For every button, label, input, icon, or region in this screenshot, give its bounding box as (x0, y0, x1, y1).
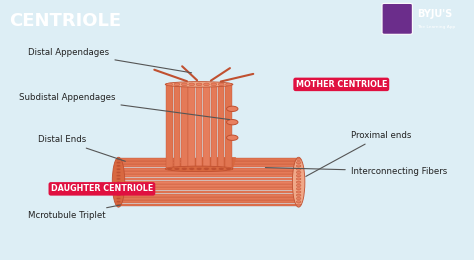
Text: Subdistal Appendages: Subdistal Appendages (19, 93, 229, 120)
Polygon shape (181, 84, 188, 169)
Polygon shape (218, 84, 225, 169)
Circle shape (296, 165, 301, 167)
Circle shape (296, 184, 301, 187)
Circle shape (227, 120, 238, 125)
Text: BYJU'S: BYJU'S (417, 9, 452, 19)
Circle shape (296, 168, 301, 170)
Text: Proximal ends: Proximal ends (306, 131, 411, 177)
Circle shape (116, 204, 121, 206)
Polygon shape (118, 178, 299, 180)
FancyBboxPatch shape (382, 3, 412, 34)
Polygon shape (118, 200, 299, 203)
Polygon shape (210, 84, 217, 169)
Circle shape (116, 158, 121, 160)
Circle shape (196, 167, 202, 170)
Text: Mcrotubule Triplet: Mcrotubule Triplet (28, 205, 120, 220)
Polygon shape (166, 84, 173, 169)
Ellipse shape (165, 82, 233, 87)
Text: Distal Appendages: Distal Appendages (28, 48, 191, 73)
Polygon shape (118, 194, 299, 197)
Ellipse shape (112, 157, 125, 207)
Circle shape (116, 201, 121, 203)
Circle shape (189, 83, 195, 86)
Circle shape (182, 83, 187, 86)
Circle shape (116, 161, 121, 164)
Circle shape (189, 167, 195, 170)
Text: The Learning App: The Learning App (417, 25, 456, 29)
Circle shape (296, 171, 301, 173)
Circle shape (296, 188, 301, 190)
Circle shape (218, 167, 224, 170)
Polygon shape (189, 84, 195, 169)
Circle shape (116, 171, 121, 173)
Circle shape (296, 158, 301, 160)
Circle shape (227, 106, 238, 112)
Circle shape (296, 197, 301, 200)
Circle shape (116, 168, 121, 170)
Polygon shape (196, 84, 202, 169)
Ellipse shape (165, 166, 233, 172)
Circle shape (116, 184, 121, 187)
Circle shape (296, 178, 301, 180)
Polygon shape (225, 84, 232, 169)
Ellipse shape (292, 157, 305, 207)
Text: Interconnecting Fibers: Interconnecting Fibers (265, 167, 447, 176)
Circle shape (116, 178, 121, 180)
Text: MOTHER CENTRIOLE: MOTHER CENTRIOLE (296, 80, 387, 89)
Circle shape (227, 135, 238, 140)
Circle shape (116, 197, 121, 200)
Polygon shape (118, 174, 299, 177)
Polygon shape (118, 165, 299, 167)
Circle shape (196, 83, 202, 86)
Polygon shape (203, 84, 210, 169)
Circle shape (296, 191, 301, 193)
Circle shape (203, 167, 210, 170)
Circle shape (116, 191, 121, 193)
Polygon shape (118, 168, 299, 171)
Circle shape (174, 83, 180, 86)
Circle shape (116, 165, 121, 167)
Circle shape (211, 83, 217, 86)
Circle shape (174, 167, 180, 170)
Circle shape (218, 83, 224, 86)
Circle shape (116, 174, 121, 177)
Circle shape (211, 167, 217, 170)
Circle shape (167, 83, 173, 86)
Text: DAUGHTER CENTRIOLE: DAUGHTER CENTRIOLE (51, 184, 153, 193)
Polygon shape (118, 197, 299, 200)
Text: CENTRIOLE: CENTRIOLE (9, 12, 122, 30)
Polygon shape (118, 204, 299, 206)
Circle shape (296, 194, 301, 196)
Circle shape (167, 167, 173, 170)
Polygon shape (118, 187, 299, 190)
Polygon shape (118, 171, 299, 174)
Polygon shape (118, 184, 299, 187)
Polygon shape (118, 161, 299, 164)
Circle shape (296, 174, 301, 177)
Polygon shape (118, 158, 299, 161)
Circle shape (296, 204, 301, 206)
Text: Distal Ends: Distal Ends (38, 135, 125, 161)
Circle shape (182, 167, 187, 170)
Circle shape (296, 161, 301, 164)
Circle shape (203, 83, 210, 86)
Polygon shape (173, 84, 180, 169)
Polygon shape (118, 181, 299, 184)
Circle shape (226, 167, 231, 170)
Circle shape (116, 188, 121, 190)
Circle shape (296, 201, 301, 203)
Circle shape (116, 194, 121, 196)
Circle shape (226, 83, 231, 86)
Circle shape (116, 181, 121, 183)
Circle shape (296, 181, 301, 183)
Polygon shape (166, 158, 236, 169)
Polygon shape (118, 191, 299, 193)
